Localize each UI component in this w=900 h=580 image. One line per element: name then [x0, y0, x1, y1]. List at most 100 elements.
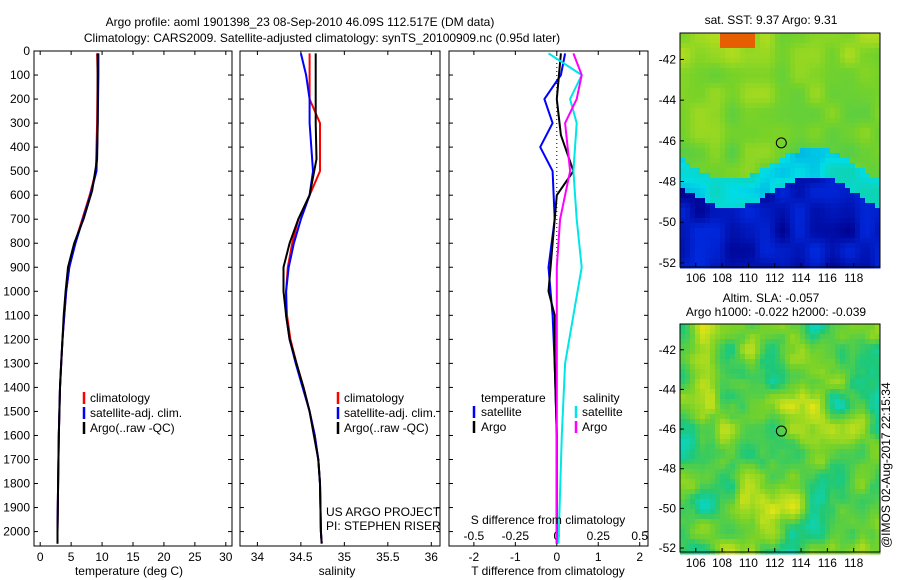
map-cell — [755, 63, 761, 69]
map-cell — [750, 83, 756, 89]
map-cell — [735, 78, 741, 84]
map-cell — [840, 394, 846, 400]
map-cell — [830, 93, 836, 99]
map-cell — [715, 93, 721, 99]
map-cell — [875, 98, 881, 104]
map-cell — [875, 374, 881, 380]
map-cell — [835, 424, 841, 430]
map-cell — [695, 514, 701, 520]
map-cell — [745, 118, 751, 124]
map-cell — [865, 409, 871, 415]
map-cell — [825, 504, 831, 510]
map-cell — [710, 429, 716, 435]
map-cell — [860, 439, 866, 445]
map-cell — [700, 344, 706, 350]
map-cell — [750, 228, 756, 234]
map-cell — [830, 108, 836, 114]
map-cell — [715, 344, 721, 350]
map-cell — [870, 188, 876, 194]
map-cell — [875, 489, 881, 495]
map-cell — [855, 38, 861, 44]
map-cell — [750, 173, 756, 179]
map-cell — [795, 38, 801, 44]
map-cell — [845, 454, 851, 460]
map-cell — [710, 253, 716, 259]
map-cell — [785, 369, 791, 375]
map-cell — [745, 108, 751, 114]
map-cell — [835, 213, 841, 219]
map-cell — [760, 183, 766, 189]
map-cell — [710, 329, 716, 335]
map-cell — [695, 98, 701, 104]
map-cell — [695, 419, 701, 425]
map-cell — [695, 379, 701, 385]
map-cell — [700, 228, 706, 234]
map-cell — [875, 419, 881, 425]
map-cell — [705, 394, 711, 400]
map-cell — [855, 464, 861, 470]
map-cell — [770, 168, 776, 174]
map-cell — [700, 394, 706, 400]
map-cell — [830, 58, 836, 64]
map-cell — [705, 359, 711, 365]
map-cell — [680, 93, 686, 99]
map-cell — [690, 494, 696, 500]
map-cell — [695, 384, 701, 390]
map-cell — [720, 63, 726, 69]
map-cell — [800, 384, 806, 390]
map-cell — [860, 123, 866, 129]
map-cell — [725, 108, 731, 114]
map-cell — [700, 213, 706, 219]
map-cell — [730, 83, 736, 89]
map-cell — [795, 258, 801, 264]
map-cell — [680, 449, 686, 455]
map-cell — [720, 359, 726, 365]
map-cell — [715, 108, 721, 114]
map-cell — [790, 88, 796, 94]
map-cell — [730, 354, 736, 360]
map-cell — [785, 384, 791, 390]
map-cell — [795, 208, 801, 214]
map-cell — [775, 118, 781, 124]
map-cell — [680, 539, 686, 545]
map-cell — [875, 233, 881, 239]
map-cell — [810, 258, 816, 264]
map-cell — [745, 424, 751, 430]
map-cell — [735, 534, 741, 540]
map-cell — [750, 424, 756, 430]
map-cell — [760, 68, 766, 74]
map-cell — [815, 43, 821, 49]
map-cell — [685, 399, 691, 405]
map-cell — [825, 484, 831, 490]
map-cell — [815, 379, 821, 385]
map-cell — [760, 509, 766, 515]
map-cell — [865, 138, 871, 144]
map-cell — [710, 33, 716, 39]
map-cell — [680, 404, 686, 410]
map-cell — [830, 148, 836, 154]
map-cell — [735, 424, 741, 430]
map-cell — [785, 128, 791, 134]
map-cell — [710, 73, 716, 79]
map-cell — [755, 394, 761, 400]
map-cell — [805, 48, 811, 54]
map-cell — [755, 359, 761, 365]
map-cell — [840, 93, 846, 99]
map-cell — [845, 213, 851, 219]
map-cell — [720, 334, 726, 340]
map-cell — [760, 479, 766, 485]
map-cell — [730, 534, 736, 540]
map-cell — [715, 118, 721, 124]
map-cell — [835, 238, 841, 244]
map-cell — [845, 183, 851, 189]
map-cell — [815, 504, 821, 510]
map-cell — [755, 218, 761, 224]
map-cell — [770, 253, 776, 259]
map-cell — [750, 113, 756, 119]
map-x-tick-label: 118 — [844, 556, 863, 570]
map-cell — [730, 163, 736, 169]
map-cell — [680, 58, 686, 64]
legend-label: Argo(..raw -QC) — [344, 421, 429, 435]
map-cell — [735, 163, 741, 169]
map-cell — [685, 138, 691, 144]
